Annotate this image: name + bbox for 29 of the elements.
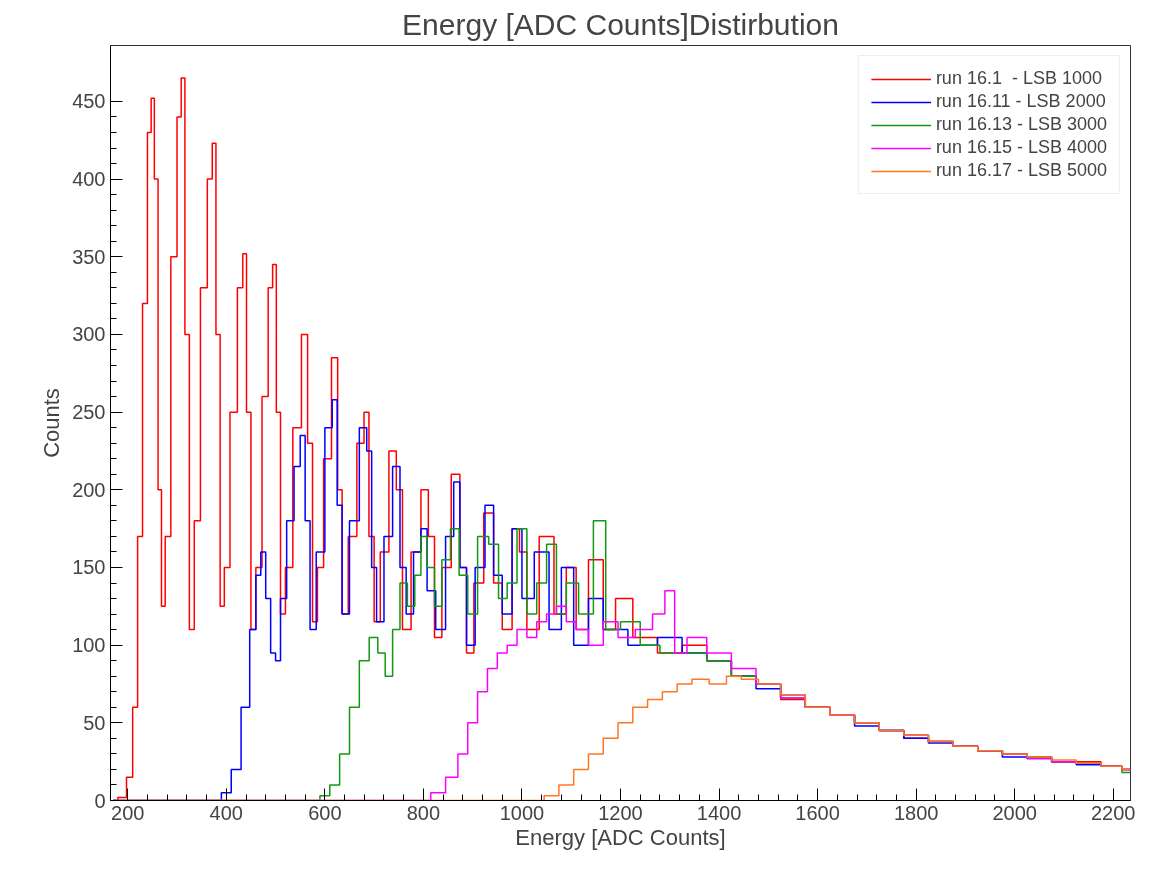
y-tick-label: 100 [72, 634, 106, 657]
y-tick-label: 350 [72, 245, 106, 268]
legend-label: run 16.1 - LSB 1000 [935, 68, 1102, 89]
legend-label: run 16.13 - LSB 3000 [935, 114, 1107, 135]
x-tick-label: 1800 [893, 801, 939, 824]
x-tick-label: 600 [308, 801, 342, 824]
x-tick-label: 800 [406, 801, 441, 824]
y-tick-label: 250 [72, 401, 106, 424]
legend-label: run 16.11 - LSB 2000 [935, 91, 1106, 112]
x-tick-label: 1200 [598, 801, 643, 824]
x-tick-label: 1400 [696, 801, 742, 824]
x-tick-label: 2200 [1091, 801, 1136, 824]
y-tick-label: 50 [83, 711, 106, 734]
y-axis-title: Counts [39, 388, 65, 458]
x-tick-label: 400 [209, 801, 243, 824]
y-tick-label: 400 [72, 168, 106, 191]
chart-title: Energy [ADC Counts]Distirbution [402, 7, 839, 41]
y-tick-label: 0 [94, 789, 106, 812]
legend-label: run 16.17 - LSB 5000 [935, 160, 1107, 181]
x-tick-label: 1000 [499, 801, 545, 824]
legend-label: run 16.15 - LSB 4000 [935, 137, 1107, 158]
y-tick-label: 200 [72, 478, 106, 501]
x-tick-label: 2000 [992, 801, 1037, 824]
x-tick-label: 200 [111, 801, 145, 824]
y-tick-label: 150 [72, 556, 106, 579]
y-tick-label: 450 [72, 90, 106, 113]
x-axis-title: Energy [ADC Counts] [515, 824, 726, 850]
y-tick-label: 300 [72, 323, 106, 346]
x-tick-label: 1600 [795, 801, 840, 824]
